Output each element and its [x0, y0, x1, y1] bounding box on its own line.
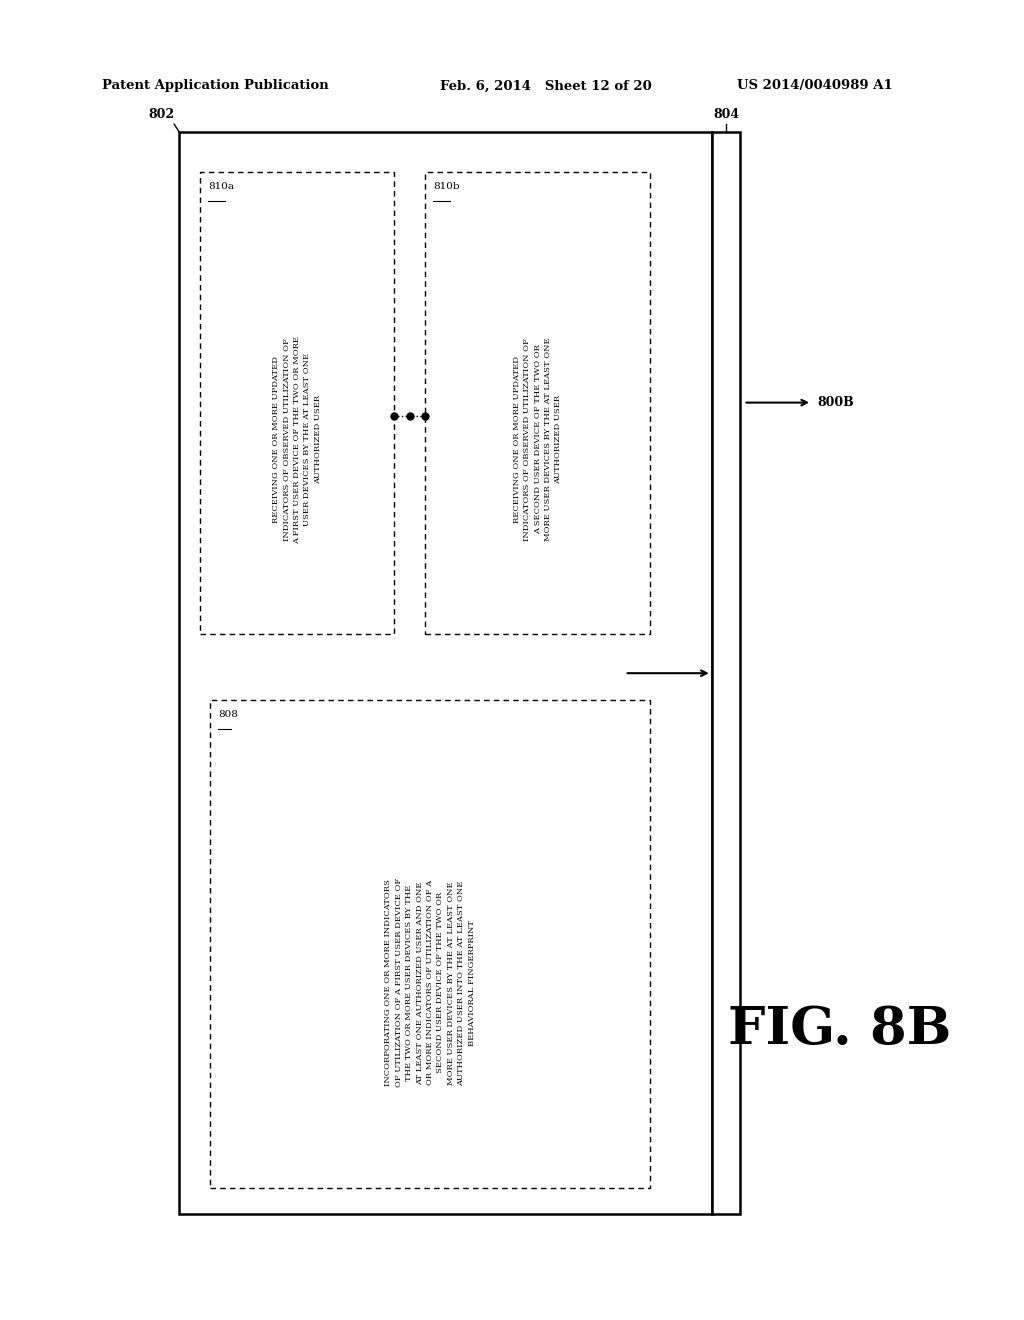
Text: RECEIVING ONE OR MORE UPDATED
INDICATORS OF OBSERVED UTILIZATION OF
A FIRST USER: RECEIVING ONE OR MORE UPDATED INDICATORS… [272, 335, 322, 544]
Text: Feb. 6, 2014   Sheet 12 of 20: Feb. 6, 2014 Sheet 12 of 20 [440, 79, 652, 92]
Bar [200, 172, 394, 634]
Text: 810b: 810b [433, 182, 460, 191]
Bar [210, 700, 650, 1188]
Text: 802: 802 [147, 108, 174, 121]
Text: Patent Application Publication: Patent Application Publication [102, 79, 329, 92]
Text: RECEIVING ONE OR MORE UPDATED
INDICATORS OF OBSERVED UTILIZATION OF
A SECOND USE: RECEIVING ONE OR MORE UPDATED INDICATORS… [513, 338, 562, 541]
Bar [179, 132, 712, 1214]
Text: 810a: 810a [208, 182, 233, 191]
Text: 800B: 800B [817, 396, 854, 409]
Bar [712, 132, 740, 1214]
Bar [425, 172, 650, 634]
Text: US 2014/0040989 A1: US 2014/0040989 A1 [737, 79, 893, 92]
Text: 808: 808 [218, 710, 238, 719]
Text: INCORPORATING ONE OR MORE INDICATORS
OF UTILIZATION OF A FIRST USER DEVICE OF
TH: INCORPORATING ONE OR MORE INDICATORS OF … [384, 878, 476, 1088]
Text: 804: 804 [713, 108, 739, 121]
Text: FIG. 8B: FIG. 8B [728, 1005, 951, 1055]
